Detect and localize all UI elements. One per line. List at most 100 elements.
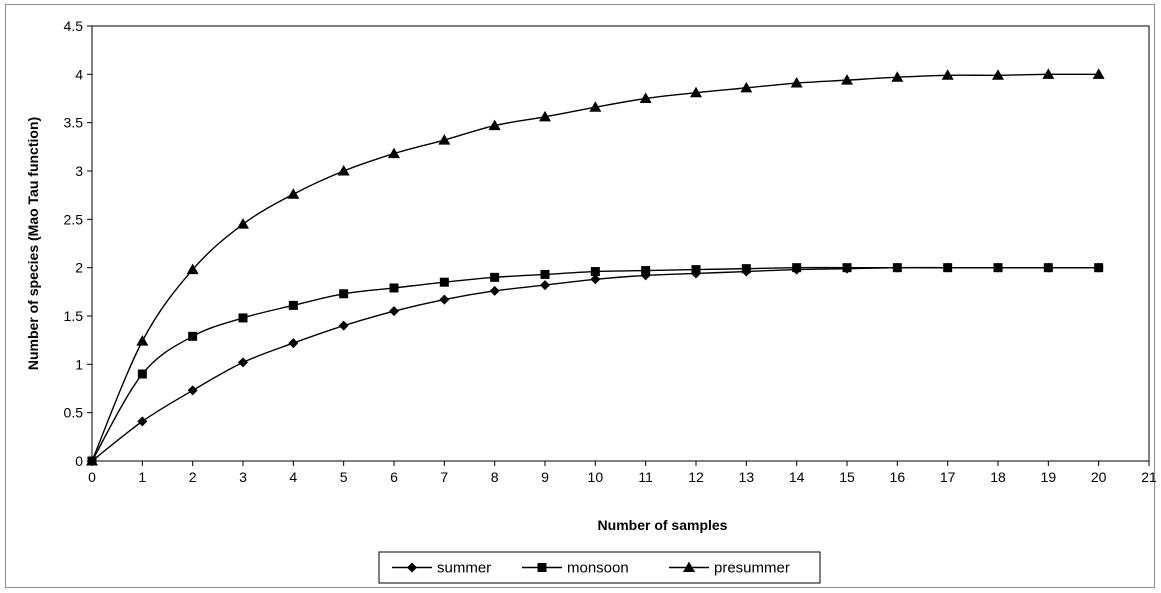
series-markers	[86, 68, 1105, 466]
y-tick-label: 0	[75, 453, 83, 469]
data-point-presummer	[790, 77, 803, 88]
data-point-presummer	[1092, 68, 1105, 79]
data-point-monsoon	[1043, 263, 1053, 273]
data-point-monsoon	[792, 263, 802, 273]
data-point-presummer	[337, 165, 350, 176]
y-tick-label: 1.5	[64, 308, 84, 324]
data-point-presummer	[488, 119, 501, 131]
x-tick-label: 19	[1041, 469, 1057, 485]
y-tick-label: 1	[75, 356, 83, 372]
y-tick-label: 3	[75, 163, 83, 179]
data-point-monsoon	[439, 277, 449, 287]
y-axis: 0 0.5 1 1.5 2 2.5 3 3.5 4 4.5	[64, 18, 92, 469]
data-point-summer	[389, 306, 399, 317]
data-point-monsoon	[238, 313, 248, 323]
data-point-monsoon	[641, 266, 651, 276]
data-point-monsoon	[892, 263, 902, 273]
data-point-monsoon	[1094, 263, 1104, 273]
data-point-presummer	[86, 455, 98, 466]
y-axis-title: Number of species (Mao Tau function)	[25, 117, 41, 370]
x-tick-label: 11	[638, 469, 653, 485]
data-point-summer	[137, 416, 148, 427]
data-point-monsoon	[842, 263, 852, 273]
data-point-presummer	[1042, 68, 1055, 79]
x-tick-label: 12	[688, 469, 704, 485]
data-point-presummer	[740, 81, 753, 93]
data-point-monsoon	[137, 369, 147, 379]
y-tick-label: 4.5	[64, 18, 84, 34]
x-tick-label: 5	[340, 469, 348, 485]
x-tick-label: 10	[588, 469, 604, 485]
x-tick-label: 15	[839, 469, 855, 485]
plot-area	[91, 25, 1150, 462]
data-point-monsoon	[288, 300, 298, 310]
y-tick-label: 2	[75, 260, 83, 276]
x-tick-label: 2	[189, 469, 197, 485]
data-point-monsoon	[741, 264, 751, 274]
data-point-presummer	[891, 71, 904, 82]
x-tick-label: 3	[239, 469, 247, 485]
legend: summer monsoon presummer	[378, 551, 821, 584]
series-line-presummer	[91, 73, 1099, 462]
data-point-summer	[590, 274, 601, 285]
data-point-monsoon	[490, 272, 500, 282]
data-point-monsoon	[993, 263, 1003, 273]
data-point-summer	[338, 320, 349, 331]
x-tick-label: 1	[138, 469, 146, 485]
x-tick-label: 18	[990, 469, 1006, 485]
data-point-presummer	[186, 263, 199, 275]
data-point-summer	[238, 357, 248, 368]
data-point-summer	[489, 285, 500, 296]
data-point-monsoon	[943, 263, 953, 273]
chart-frame	[5, 4, 1155, 588]
y-tick-label: 0.5	[64, 405, 84, 421]
data-point-presummer	[690, 86, 702, 98]
data-point-monsoon	[540, 269, 550, 279]
data-point-presummer	[388, 147, 400, 159]
legend-marker-presummer	[683, 561, 695, 572]
legend-label-summer: summer	[437, 560, 491, 577]
data-point-monsoon	[339, 289, 349, 299]
legend-box	[378, 551, 821, 584]
x-axis-title: Number of samples	[598, 517, 728, 533]
x-tick-label: 13	[739, 469, 755, 485]
legend-marker-summer	[407, 562, 417, 573]
data-point-presummer	[438, 134, 451, 145]
x-tick-label: 14	[789, 469, 805, 485]
data-point-monsoon	[590, 267, 600, 277]
data-point-presummer	[639, 92, 652, 103]
legend-marker-monsoon	[537, 563, 547, 572]
x-tick-label: 6	[390, 469, 398, 485]
x-tick-label: 4	[289, 469, 297, 485]
data-point-presummer	[941, 69, 954, 80]
x-tick-label: 21	[1141, 469, 1157, 485]
y-tick-label: 3.5	[64, 115, 84, 131]
data-point-presummer	[992, 69, 1004, 80]
data-point-monsoon	[389, 283, 399, 293]
x-tick-label: 7	[440, 469, 448, 485]
data-point-summer	[187, 385, 198, 396]
data-point-presummer	[237, 218, 249, 229]
data-point-presummer	[589, 101, 602, 112]
data-point-presummer	[539, 110, 551, 122]
x-tick-label: 0	[88, 469, 96, 485]
data-point-presummer	[136, 335, 149, 346]
y-tick-label: 2.5	[64, 211, 84, 227]
data-point-summer	[439, 294, 450, 305]
data-point-summer	[540, 280, 550, 291]
x-axis: 0 1 2 3 4 5 6 7 8 9 10 11 12 13 14 15 16 17 18 19 20 21	[88, 461, 1157, 485]
x-tick-label: 20	[1091, 469, 1107, 485]
data-point-monsoon	[188, 331, 198, 341]
x-tick-label: 16	[890, 469, 906, 485]
legend-label-presummer: presummer	[714, 560, 790, 577]
x-tick-label: 8	[491, 469, 499, 485]
x-tick-label: 9	[541, 469, 549, 485]
y-tick-label: 4	[75, 66, 83, 82]
data-point-monsoon	[691, 265, 701, 275]
x-tick-label: 17	[940, 469, 956, 485]
legend-label-monsoon: monsoon	[567, 560, 629, 577]
data-point-summer	[288, 338, 299, 349]
data-point-presummer	[287, 188, 300, 199]
data-point-presummer	[841, 74, 853, 85]
